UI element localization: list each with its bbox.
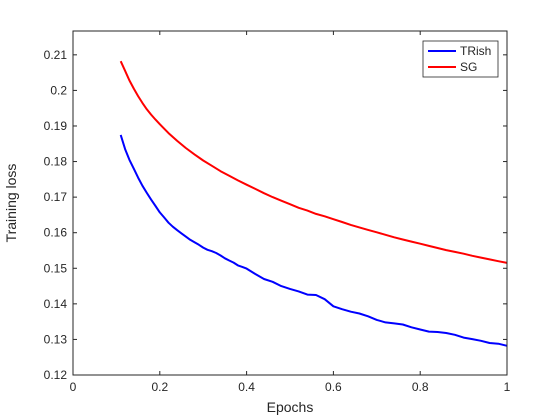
y-tick-label: 0.19 [44, 119, 68, 133]
plot-area [73, 31, 507, 375]
y-tick-label: 0.15 [44, 261, 68, 275]
x-tick-label: 0.4 [238, 380, 255, 394]
series-layer [119, 60, 508, 347]
x-axis-label: Epochs [267, 399, 314, 415]
plot-frame [72, 30, 508, 376]
y-tick-label: 0.12 [44, 368, 68, 382]
x-tick-label: 0.6 [325, 380, 342, 394]
legend-box [422, 40, 499, 78]
legend-label-trish: TRish [460, 44, 491, 58]
x-tick-label: 0.8 [412, 380, 429, 394]
x-tick-label: 1 [504, 380, 511, 394]
y-tick-label: 0.2 [50, 83, 67, 97]
y-tick-label: 0.13 [44, 332, 68, 346]
series-line-trish [119, 134, 508, 347]
y-tick-label: 0.18 [44, 155, 68, 169]
y-tick-label: 0.16 [44, 226, 68, 240]
axis-tick-labels: 0 0.2 0.4 0.6 0.8 1 0.12 0.13 0.14 0.15 0.16 0.17 0.… [44, 48, 511, 394]
series-line-sg [119, 60, 508, 264]
x-tick-label: 0.2 [151, 380, 168, 394]
legend: TRish SG [422, 40, 499, 78]
y-axis-label: Training loss [3, 164, 19, 243]
legend-label-sg: SG [460, 60, 477, 74]
y-tick-label: 0.14 [44, 297, 68, 311]
x-tick-label: 0 [70, 380, 77, 394]
y-tick-label: 0.17 [44, 190, 68, 204]
y-tick-label: 0.21 [44, 48, 68, 62]
